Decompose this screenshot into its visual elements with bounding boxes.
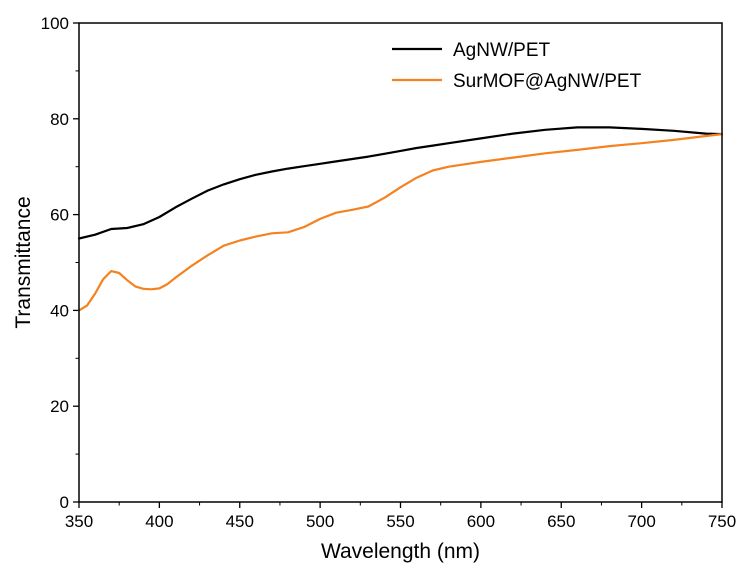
x-tick-label: 450 <box>226 512 254 531</box>
series-line-0 <box>77 126 724 240</box>
legend: AgNW/PET SurMOF@AgNW/PET <box>392 40 642 92</box>
legend-label-1: SurMOF@AgNW/PET <box>453 71 642 92</box>
legend-label-0: AgNW/PET <box>453 40 551 61</box>
y-tick-label: 100 <box>41 14 69 33</box>
y-tick-label: 40 <box>50 301 69 320</box>
series-layer <box>77 126 724 312</box>
x-tick-label: 650 <box>547 512 575 531</box>
labels-layer: 350 400 450 500 550 600 650 700 750 0 20 40 60 80 100 W… <box>12 14 736 563</box>
x-tick-label: 750 <box>708 512 736 531</box>
plot-frame <box>78 22 723 503</box>
x-tick-label: 350 <box>65 512 93 531</box>
y-tick-label: 80 <box>50 110 69 129</box>
x-tick-label: 700 <box>627 512 655 531</box>
x-tick-label: 600 <box>467 512 495 531</box>
x-tick-label: 550 <box>386 512 414 531</box>
x-tick-label: 500 <box>306 512 334 531</box>
x-axis-title: Wavelength (nm) <box>321 540 480 563</box>
y-tick-label: 60 <box>50 206 69 225</box>
ticks-layer <box>73 22 723 508</box>
y-tick-label: 20 <box>50 397 69 416</box>
y-axis-title: Transmittance <box>12 196 35 328</box>
x-tick-label: 400 <box>145 512 173 531</box>
series-line-1 <box>77 133 724 312</box>
y-tick-label: 0 <box>60 493 69 512</box>
